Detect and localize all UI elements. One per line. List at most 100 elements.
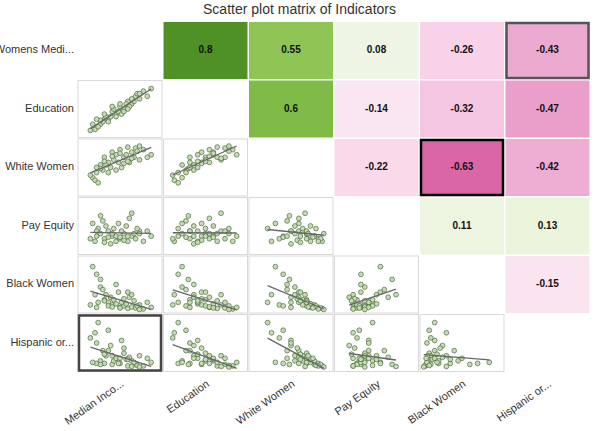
trend-line <box>90 147 151 172</box>
row-label: Womens Medi... <box>0 43 74 55</box>
circle-point <box>303 292 308 297</box>
circle-point <box>285 234 290 239</box>
circle-point <box>180 163 185 168</box>
circle-point <box>195 338 200 343</box>
circle-point <box>390 277 395 282</box>
circle-point <box>234 234 239 239</box>
circle-point <box>186 362 191 367</box>
correlation-label: 0.11 <box>453 220 472 231</box>
circle-point <box>114 282 119 287</box>
circle-point <box>176 300 181 305</box>
correlation-cell <box>335 22 419 79</box>
scatter-panel <box>347 320 399 369</box>
circle-point <box>125 290 130 295</box>
circle-point <box>191 224 196 229</box>
circle-point <box>427 363 432 368</box>
circle-point <box>289 305 294 310</box>
circle-point <box>137 157 142 162</box>
circle-point <box>444 330 449 335</box>
circle-point <box>298 357 303 362</box>
correlation-label: -0.32 <box>451 103 474 114</box>
circle-point <box>133 236 138 241</box>
circle-point <box>265 300 270 305</box>
circle-point <box>108 343 113 348</box>
circle-point <box>289 241 294 246</box>
circle-point <box>316 239 321 244</box>
circle-point <box>438 346 443 351</box>
circle-point <box>88 128 93 133</box>
circle-point <box>195 152 200 157</box>
circle-point <box>122 346 127 351</box>
circle-point <box>269 239 274 244</box>
circle-point <box>98 213 103 218</box>
circle-point <box>184 328 189 333</box>
circle-point <box>207 216 212 221</box>
circle-point <box>427 328 432 333</box>
circle-point <box>149 360 154 365</box>
circle-point <box>119 338 124 343</box>
panel-frame <box>164 139 248 196</box>
circle-point <box>306 305 311 310</box>
circle-point <box>265 320 270 325</box>
circle-point <box>90 360 95 365</box>
trend-line <box>424 355 490 360</box>
circle-point <box>366 300 371 305</box>
row-label: Education <box>25 102 74 114</box>
trend-line <box>90 232 151 234</box>
circle-point <box>125 159 130 164</box>
circle-point <box>116 221 121 226</box>
trend-line <box>90 89 151 129</box>
circle-point <box>102 159 107 164</box>
circle-point <box>234 152 239 157</box>
circle-point <box>129 150 134 155</box>
circle-point <box>219 364 224 369</box>
circle-point <box>273 264 278 269</box>
circle-point <box>448 357 453 362</box>
circle-point <box>269 330 274 335</box>
circle-point <box>351 364 356 369</box>
circle-point <box>359 282 364 287</box>
circle-point <box>110 104 115 109</box>
circle-point <box>98 362 103 367</box>
circle-point <box>94 305 99 310</box>
trend-line <box>268 229 324 235</box>
trend-line <box>173 290 237 310</box>
circle-point <box>132 298 137 303</box>
circle-point <box>116 290 121 295</box>
circle-point <box>188 341 193 346</box>
circle-point <box>467 362 472 367</box>
circle-point <box>211 306 216 311</box>
circle-point <box>215 298 220 303</box>
circle-point <box>310 235 315 240</box>
selection-highlight <box>421 140 503 195</box>
circle-point <box>287 277 292 282</box>
circle-point <box>281 328 286 333</box>
correlation-cell <box>420 22 504 79</box>
circle-point <box>88 173 93 178</box>
scatter-panel <box>265 264 326 312</box>
circle-point <box>273 360 278 365</box>
panel-frame <box>78 315 162 372</box>
trend-line <box>173 232 237 234</box>
circle-point <box>293 285 298 290</box>
panel-frame <box>249 315 333 372</box>
correlation-label: -0.63 <box>451 161 474 172</box>
circle-point <box>176 180 181 185</box>
circle-point <box>203 234 208 239</box>
circle-point <box>428 336 433 341</box>
selection-highlight <box>79 316 161 371</box>
circle-point <box>96 300 101 305</box>
circle-point <box>145 356 150 361</box>
circle-point <box>108 241 113 246</box>
circle-point <box>281 361 286 366</box>
scatter-panel <box>421 320 491 369</box>
circle-point <box>357 306 362 311</box>
circle-point <box>378 264 383 269</box>
circle-point <box>191 356 196 361</box>
circle-point <box>281 272 286 277</box>
circle-point <box>366 300 371 305</box>
panel-frame <box>420 315 504 372</box>
circle-point <box>219 211 224 216</box>
correlation-label: 0.8 <box>199 44 213 55</box>
correlation-cell <box>420 139 504 196</box>
